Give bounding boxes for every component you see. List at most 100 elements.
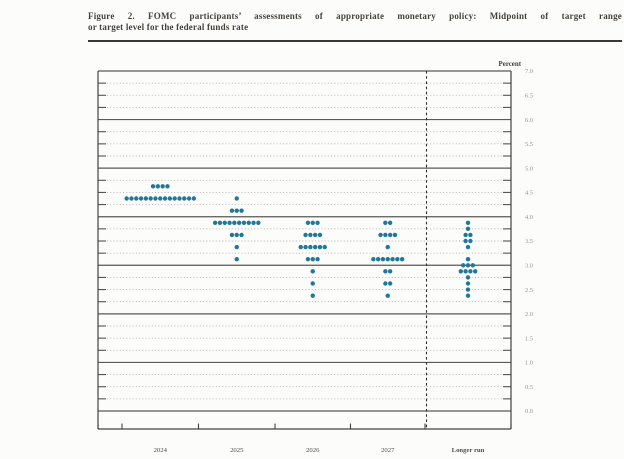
projection-dot — [385, 257, 390, 262]
y-axis-tick-label: 3.5 — [525, 238, 533, 245]
projection-dot — [227, 220, 232, 225]
projection-dot — [458, 269, 463, 274]
projection-dot — [234, 208, 239, 213]
x-axis-label: 2027 — [381, 447, 395, 454]
projection-dot — [395, 257, 400, 262]
y-axis-tick-label: 6.5 — [525, 92, 533, 99]
projection-dot — [234, 257, 239, 262]
projection-dot — [465, 226, 471, 232]
projection-dot — [378, 232, 383, 238]
projection-dot — [385, 244, 390, 250]
title-divider-rule — [88, 40, 622, 42]
y-axis-tick-label: 2.5 — [525, 287, 533, 294]
projection-dot — [186, 196, 192, 201]
projection-dot — [399, 257, 405, 262]
projection-dot — [308, 232, 313, 238]
projection-dot — [167, 196, 173, 201]
projection-dot — [155, 184, 161, 189]
projection-dot — [463, 269, 468, 274]
projection-dot — [383, 220, 388, 225]
projection-dot — [256, 220, 261, 225]
projection-dot — [465, 220, 471, 225]
projection-dot — [222, 220, 227, 225]
projection-dot — [465, 257, 471, 262]
projection-dot — [229, 232, 235, 238]
projection-dot — [143, 196, 149, 201]
projection-dot — [177, 196, 182, 201]
projection-dot — [217, 220, 223, 225]
projection-dot — [239, 208, 244, 213]
projection-dot — [239, 232, 244, 238]
projection-dot — [383, 232, 388, 238]
projection-dot — [465, 287, 471, 292]
projection-dot — [371, 257, 376, 262]
y-axis-tick-label: 6.0 — [525, 117, 533, 124]
projection-dot — [234, 196, 239, 201]
y-axis-tick-label: 1.5 — [525, 335, 533, 342]
projection-dot — [124, 196, 129, 201]
projection-dot — [315, 220, 320, 225]
projection-dot — [375, 257, 381, 262]
projection-dot — [246, 220, 251, 225]
projection-dot — [385, 293, 390, 298]
x-axis-label: 2026 — [306, 447, 320, 454]
projection-dot — [380, 257, 386, 262]
x-axis-label: 2025 — [230, 447, 244, 454]
projection-dot — [465, 281, 471, 286]
projection-dot — [172, 196, 177, 201]
figure-title: Figure 2. FOMC participants’ assessments… — [88, 11, 622, 33]
y-axis-tick-label: 2.0 — [525, 311, 533, 318]
y-axis-title: Percent — [499, 61, 522, 68]
projection-dot — [229, 208, 235, 213]
projection-dot — [465, 275, 471, 280]
y-axis-tick-label: 7.0 — [525, 68, 533, 75]
y-axis-tick-label: 1.0 — [525, 360, 533, 367]
projection-dot — [461, 263, 466, 268]
y-axis-tick-label: 0.5 — [525, 384, 533, 391]
projection-dot — [470, 263, 475, 268]
projection-dot — [308, 244, 313, 250]
projection-dot — [150, 184, 156, 189]
projection-dot — [387, 281, 393, 286]
projection-dot — [303, 232, 308, 238]
projection-dot — [305, 257, 311, 262]
projection-dot — [241, 220, 247, 225]
y-axis-tick-label: 4.0 — [525, 214, 533, 221]
projection-dot — [392, 232, 398, 238]
projection-dot — [134, 196, 139, 201]
projection-dot — [310, 269, 315, 274]
y-axis-tick-label: 0.0 — [525, 408, 533, 415]
y-axis-tick-label: 5.5 — [525, 141, 533, 148]
projection-dot — [234, 232, 239, 238]
projection-dot — [138, 196, 144, 201]
projection-dot — [465, 244, 471, 250]
projection-dot — [232, 220, 237, 225]
projection-dot — [310, 257, 315, 262]
projection-dot — [390, 257, 395, 262]
projection-dot — [148, 196, 153, 201]
projection-dot — [383, 269, 388, 274]
projection-dot — [468, 269, 473, 274]
projection-dot — [383, 281, 388, 286]
projection-dot — [463, 232, 468, 238]
projection-dot — [465, 293, 471, 298]
projection-dot — [303, 244, 308, 250]
projection-dot — [387, 232, 393, 238]
projection-dot — [310, 281, 315, 286]
projection-dot — [310, 293, 315, 298]
projection-dot — [298, 244, 303, 250]
projection-dot — [251, 220, 256, 225]
x-axis-label: 2024 — [154, 447, 168, 454]
projection-dot — [473, 269, 478, 274]
projection-dot — [129, 196, 134, 201]
projection-dot — [468, 232, 473, 238]
projection-dot — [317, 232, 323, 238]
y-axis-tick-label: 4.5 — [525, 190, 533, 197]
projection-dot — [468, 238, 473, 244]
projection-dot — [212, 220, 218, 225]
projection-dot — [191, 196, 197, 201]
y-axis-tick-label: 3.0 — [525, 262, 533, 269]
